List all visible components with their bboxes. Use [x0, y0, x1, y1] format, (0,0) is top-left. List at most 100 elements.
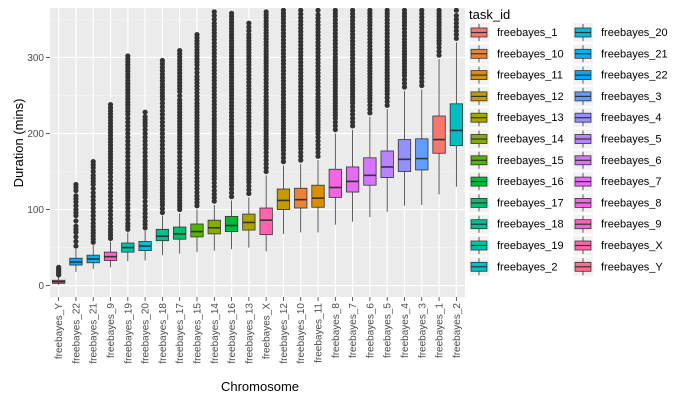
box-freebayes_15 [190, 32, 204, 253]
legend-label: freebayes_11 [497, 70, 563, 82]
legend-label: freebayes_20 [601, 27, 668, 39]
outlier-point [90, 168, 96, 175]
outlier-point [298, 8, 304, 13]
legend-item-freebayes_11: freebayes_11 [469, 65, 563, 85]
outlier-point [125, 119, 131, 125]
outlier-point [125, 165, 131, 171]
outlier-point [142, 218, 148, 224]
outlier-point [107, 101, 114, 108]
outlier-point [73, 206, 79, 213]
legend-label: freebayes_21 [601, 48, 668, 60]
outlier-point [263, 157, 269, 163]
outlier-point [211, 180, 217, 186]
y-tick-label: 100 [27, 205, 44, 216]
outlier-point [315, 12, 321, 18]
box-iqr [276, 188, 291, 210]
box-freebayes_5 [380, 8, 394, 212]
legend-item-freebayes_13: freebayes_13 [469, 108, 564, 128]
outlier-point [332, 127, 338, 133]
x-tick-label: freebayes_22 [71, 303, 82, 364]
outlier-point [125, 127, 131, 133]
box-iqr [380, 150, 394, 178]
box-freebayes_19 [121, 53, 135, 262]
legend-label: freebayes_14 [497, 134, 564, 146]
outlier-point [142, 138, 148, 144]
outlier-point [107, 212, 114, 218]
outlier-point [384, 102, 390, 108]
outlier-point [315, 142, 321, 148]
outlier-point [142, 206, 148, 213]
outlier-point [107, 197, 114, 203]
outlier-point [367, 102, 373, 108]
box-freebayes_11 [311, 8, 325, 233]
box-freebayes_21 [86, 159, 100, 269]
x-tick-label: freebayes_21 [89, 303, 100, 364]
x-tick-label: freebayes_17 [175, 303, 186, 364]
outlier-point [367, 110, 373, 116]
outlier-point [73, 234, 79, 240]
outlier-point [177, 93, 183, 99]
legend-item-freebayes_19: freebayes_19 [469, 236, 564, 255]
outlier-point [125, 205, 131, 211]
outlier-point [211, 9, 217, 15]
outlier-point [211, 20, 217, 26]
outlier-point [73, 223, 79, 229]
outlier-point [107, 204, 114, 210]
outlier-point [228, 194, 235, 200]
x-tick-label: freebayes_19 [123, 303, 134, 364]
legend-item-freebayes_X: freebayes_X [573, 236, 663, 255]
outlier-point [73, 238, 79, 245]
x-axis-label: Chromosome [221, 379, 299, 394]
outlier-point [453, 24, 459, 30]
box-freebayes_6 [363, 8, 377, 218]
x-tick-label: freebayes_15 [192, 303, 203, 364]
box-freebayes_18 [155, 57, 170, 256]
box-iqr [449, 103, 463, 147]
x-tick-label: freebayes_X [262, 303, 273, 359]
x-tick-label: freebayes_4 [400, 303, 411, 358]
box-iqr [432, 115, 446, 154]
outlier-point [142, 130, 148, 137]
legend-label: freebayes_12 [497, 91, 564, 103]
outlier-point [419, 8, 425, 13]
outlier-point [125, 53, 131, 59]
y-axis-label: Duration (mins) [11, 99, 26, 188]
box-freebayes_4 [397, 8, 412, 206]
outlier-point [211, 13, 217, 19]
legend-label: freebayes_1 [497, 27, 558, 39]
outlier-point [142, 203, 148, 209]
outlier-point [159, 149, 165, 156]
x-tick-label: freebayes_14 [210, 303, 221, 364]
outlier-point [107, 208, 114, 214]
outlier-point [298, 149, 304, 156]
outlier-point [107, 174, 114, 180]
box-iqr [397, 139, 412, 172]
outlier-point [246, 24, 252, 30]
box-freebayes_10 [294, 8, 308, 233]
outlier-point [90, 186, 96, 192]
outlier-point [228, 10, 235, 16]
outlier-point [90, 172, 96, 178]
box-freebayes_8 [328, 8, 342, 225]
outlier-point [107, 181, 114, 188]
outlier-point [125, 201, 131, 207]
box-iqr [259, 207, 273, 236]
x-tick-label: freebayes_Y [54, 303, 65, 359]
legend-item-freebayes_5: freebayes_5 [573, 129, 662, 149]
outlier-point [350, 111, 356, 118]
outlier-point [125, 216, 131, 223]
outlier-point [453, 35, 459, 42]
outlier-point [453, 16, 459, 23]
outlier-point [419, 75, 425, 81]
legend-item-freebayes_3: freebayes_3 [573, 86, 662, 106]
legend-title: task_id [469, 7, 510, 22]
outlier-point [177, 153, 183, 159]
outlier-point [159, 115, 165, 121]
outlier-point [194, 70, 200, 76]
outlier-point [315, 138, 321, 144]
outlier-point [159, 206, 165, 212]
outlier-point [142, 198, 148, 205]
box-iqr [415, 138, 429, 171]
outlier-point [125, 161, 131, 167]
